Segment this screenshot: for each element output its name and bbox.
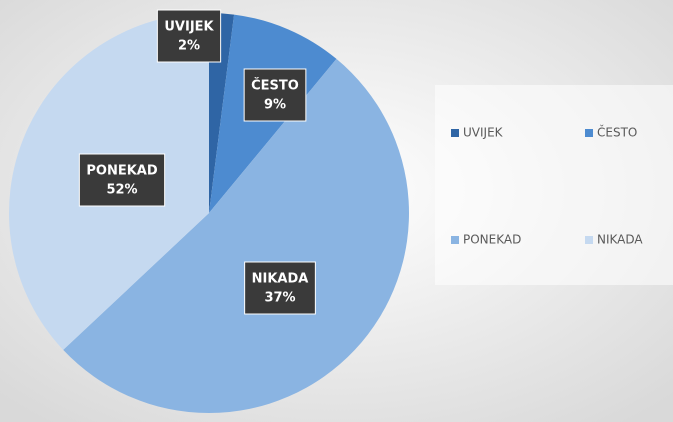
data-label-category: UVIJEK — [164, 20, 214, 35]
legend-swatch — [451, 129, 459, 137]
legend-label: NIKADA — [597, 233, 643, 247]
data-label: PONEKAD 52% — [78, 153, 166, 207]
legend-swatch — [585, 236, 593, 244]
legend-label: PONEKAD — [463, 233, 521, 247]
data-label-box — [244, 261, 316, 315]
data-label: UVIJEK 2% — [156, 9, 222, 63]
legend-swatch — [451, 236, 459, 244]
data-label: NIKADA 37% — [244, 261, 316, 315]
legend-label: ČESTO — [597, 125, 637, 140]
data-label-value: 52% — [106, 183, 137, 198]
pie-slice — [209, 13, 235, 213]
data-label: ČESTO 9% — [243, 68, 307, 122]
data-label-box — [156, 9, 222, 63]
data-label-box — [78, 153, 166, 207]
data-label-category: ČESTO — [251, 78, 299, 94]
legend-label: UVIJEK — [463, 126, 504, 140]
data-label-box — [243, 68, 307, 122]
data-label-value: 37% — [264, 291, 295, 306]
legend-box — [435, 85, 673, 285]
pie-slice — [63, 58, 409, 413]
data-label-value: 2% — [178, 39, 200, 54]
legend-swatch — [585, 129, 593, 137]
data-label-value: 9% — [264, 98, 286, 113]
data-label-category: PONEKAD — [86, 164, 157, 179]
data-label-category: NIKADA — [252, 272, 309, 287]
